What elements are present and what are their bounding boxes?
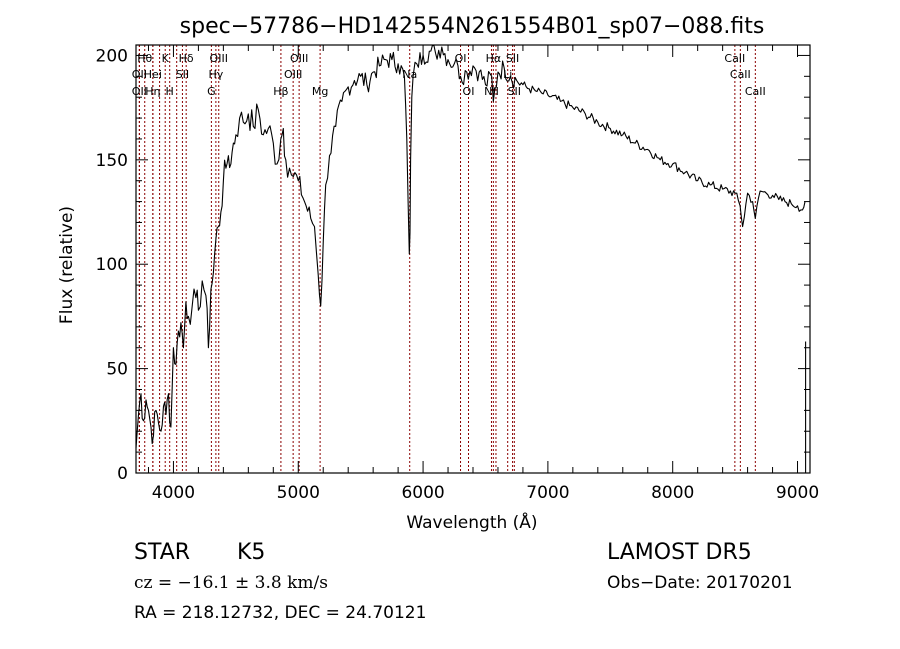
line-marker-label: CaII xyxy=(730,68,751,81)
line-marker-label: Hα xyxy=(486,52,502,65)
x-tick-label: 8000 xyxy=(651,483,694,503)
x-tick-label: 4000 xyxy=(152,483,195,503)
plot-frame xyxy=(135,44,811,474)
line-marker-label: Hγ xyxy=(208,68,223,81)
object-class: STAR xyxy=(134,540,191,565)
line-marker-label: H xyxy=(166,85,174,98)
line-marker-labels: HθOIIOIIHeiHηKHSIIHδGHγOIIIHβOIIIOIIIMgN… xyxy=(132,52,766,98)
spectrum-line xyxy=(135,44,807,473)
coordinates: RA = 218.12732, DEC = 24.70121 xyxy=(134,603,427,623)
y-tick-label: 0 xyxy=(117,464,128,484)
line-marker-label: Mg xyxy=(312,85,328,98)
line-marker-label: Li xyxy=(503,68,512,81)
y-axis-label: Flux (relative) xyxy=(57,206,77,324)
x-tick-label: 7000 xyxy=(526,483,569,503)
line-marker-label: Hβ xyxy=(273,85,288,98)
line-marker-label: OIII xyxy=(210,52,228,65)
line-marker-label: CaII xyxy=(724,52,745,65)
line-marker-label: K xyxy=(162,52,170,65)
x-tick-label: 6000 xyxy=(401,483,444,503)
line-marker-label: SII xyxy=(176,68,189,81)
y-axis-ticks: 0 50 100 150 200 xyxy=(96,46,810,484)
x-tick-label: 9000 xyxy=(776,483,819,503)
line-marker-label: Hei xyxy=(144,68,162,81)
y-tick-label: 200 xyxy=(96,46,128,66)
line-marker-label: G xyxy=(207,85,216,98)
x-axis-ticks: 4000 5000 6000 7000 8000 9000 xyxy=(147,45,819,503)
line-marker-label: Hθ xyxy=(137,52,152,65)
line-marker-label: Hη xyxy=(145,85,160,98)
observation-date: Obs−Date: 20170201 xyxy=(607,573,793,593)
line-marker-label: SII xyxy=(506,52,519,65)
line-marker-label: OIII xyxy=(290,52,308,65)
line-marker-label: SII xyxy=(508,85,521,98)
line-marker-label: Hδ xyxy=(179,52,194,65)
y-tick-label: 50 xyxy=(106,360,128,380)
y-tick-label: 100 xyxy=(96,255,128,275)
x-tick-label: 5000 xyxy=(277,483,320,503)
line-marker-label: CaII xyxy=(745,85,766,98)
line-marker-label: OI xyxy=(463,85,475,98)
line-markers xyxy=(138,45,756,473)
chart-title: spec−57786−HD142554N261554B01_sp07−088.f… xyxy=(180,14,765,39)
object-subclass: K5 xyxy=(237,540,266,565)
x-axis-label: Wavelength (Å) xyxy=(406,511,537,533)
y-tick-label: 150 xyxy=(96,151,128,171)
line-marker-label: OIII xyxy=(284,68,302,81)
line-marker-label: OI xyxy=(455,52,467,65)
survey-name: LAMOST DR5 xyxy=(607,540,752,565)
redshift-velocity: cz = −16.1 ± 3.8 km/s xyxy=(134,573,328,593)
